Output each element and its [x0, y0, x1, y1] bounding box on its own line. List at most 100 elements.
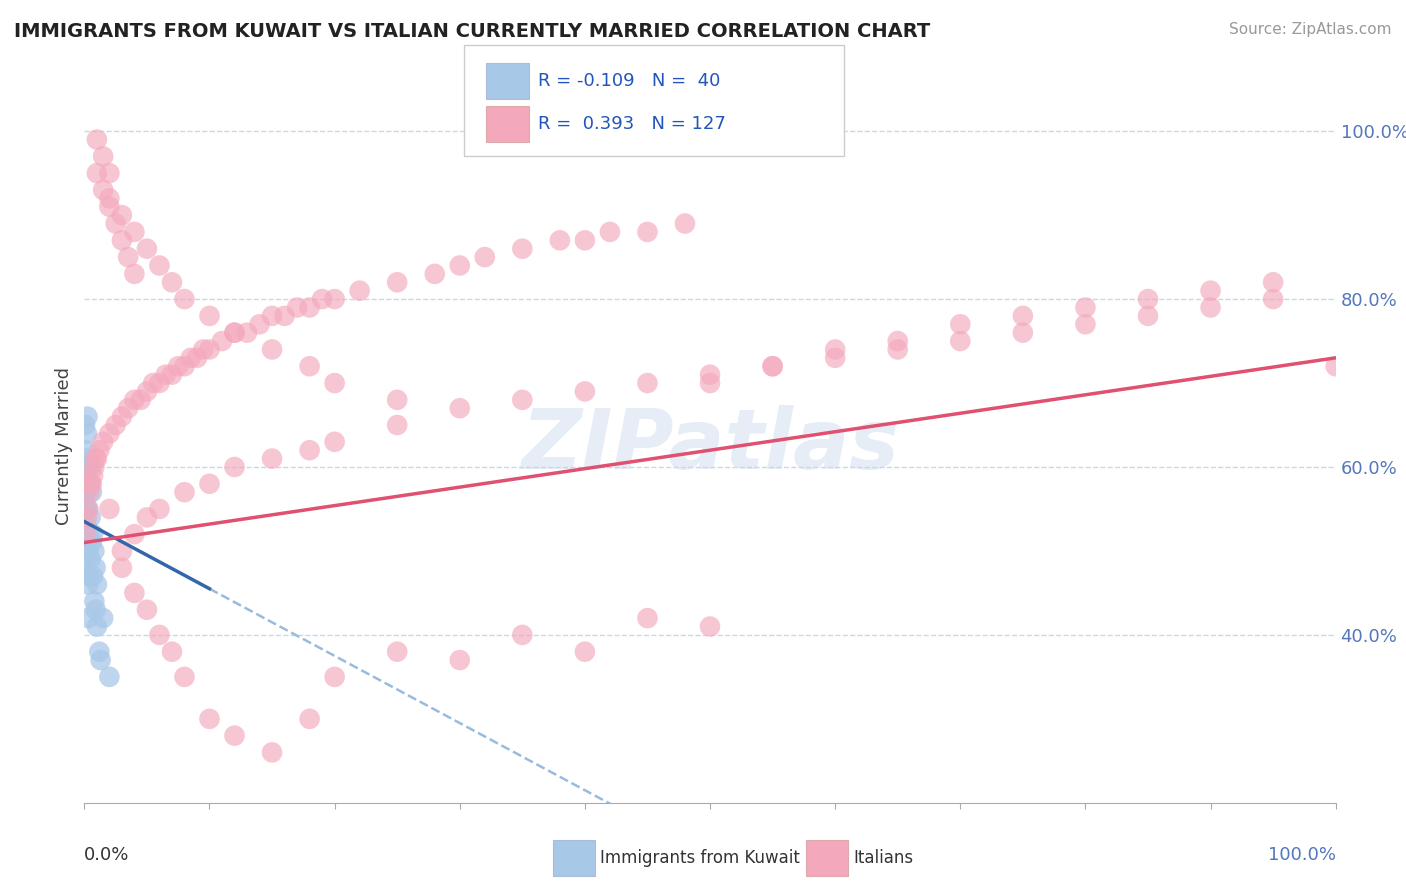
Point: [77, 544, 100, 558]
Point: [111, 233, 134, 247]
Point: [75, 527, 97, 541]
Point: [155, 368, 177, 382]
Point: [76, 510, 98, 524]
Point: [89, 443, 111, 458]
Point: [73, 460, 96, 475]
Point: [699, 376, 721, 390]
Point: [86, 451, 108, 466]
Text: IMMIGRANTS FROM KUWAIT VS ITALIAN CURRENTLY MARRIED CORRELATION CHART: IMMIGRANTS FROM KUWAIT VS ITALIAN CURREN…: [14, 22, 931, 41]
Point: [73, 417, 96, 432]
Point: [79, 485, 101, 500]
Point: [83, 594, 105, 608]
Point: [1012, 309, 1035, 323]
Point: [285, 301, 308, 315]
Point: [111, 544, 134, 558]
Point: [262, 746, 284, 760]
Y-axis label: Currently Married: Currently Married: [55, 367, 73, 525]
Point: [86, 132, 108, 146]
Point: [298, 443, 321, 458]
Point: [1074, 301, 1097, 315]
Point: [82, 569, 104, 583]
Text: R = -0.109   N =  40: R = -0.109 N = 40: [538, 72, 721, 90]
Point: [124, 586, 146, 600]
Point: [249, 318, 271, 332]
Point: [86, 166, 108, 180]
Point: [173, 670, 195, 684]
Point: [80, 476, 103, 491]
Point: [80, 485, 103, 500]
Point: [637, 225, 659, 239]
Point: [111, 208, 134, 222]
Point: [1324, 359, 1347, 374]
Point: [111, 409, 134, 424]
Point: [262, 343, 284, 357]
Point: [423, 267, 446, 281]
Point: [1137, 309, 1160, 323]
Point: [224, 326, 246, 340]
Point: [124, 527, 146, 541]
Point: [79, 510, 101, 524]
Point: [76, 409, 98, 424]
Point: [129, 392, 152, 407]
Point: [136, 384, 159, 399]
Point: [512, 628, 534, 642]
Point: [91, 183, 114, 197]
Point: [75, 460, 97, 475]
Point: [637, 376, 659, 390]
Point: [224, 326, 246, 340]
Point: [262, 451, 284, 466]
Point: [90, 653, 112, 667]
Point: [449, 259, 471, 273]
Point: [298, 301, 321, 315]
Point: [124, 392, 146, 407]
Point: [949, 334, 972, 348]
Point: [91, 149, 114, 163]
Point: [73, 493, 96, 508]
Point: [77, 577, 100, 591]
Point: [1263, 275, 1285, 289]
Point: [1263, 292, 1285, 306]
Point: [98, 502, 121, 516]
Point: [198, 476, 221, 491]
Point: [91, 611, 114, 625]
Point: [83, 460, 105, 475]
Point: [824, 343, 846, 357]
Point: [762, 359, 785, 374]
Point: [79, 569, 101, 583]
Point: [193, 343, 215, 357]
Point: [548, 233, 571, 247]
Point: [160, 275, 183, 289]
Point: [273, 309, 295, 323]
Point: [385, 417, 409, 432]
Point: [148, 628, 170, 642]
Point: [136, 510, 159, 524]
Point: [76, 476, 98, 491]
Point: [79, 552, 101, 566]
Point: [82, 527, 104, 541]
Point: [1074, 318, 1097, 332]
Point: [148, 376, 170, 390]
Point: [699, 619, 721, 633]
Point: [84, 451, 107, 466]
Point: [167, 359, 190, 374]
Point: [673, 217, 696, 231]
Point: [136, 603, 159, 617]
Point: [637, 611, 659, 625]
Point: [111, 560, 134, 574]
Point: [86, 619, 108, 633]
Point: [385, 645, 409, 659]
Point: [512, 392, 534, 407]
Point: [349, 284, 371, 298]
Point: [73, 535, 96, 549]
Text: Source: ZipAtlas.com: Source: ZipAtlas.com: [1229, 22, 1392, 37]
Point: [77, 502, 100, 516]
Point: [75, 544, 97, 558]
Point: [198, 309, 221, 323]
Point: [323, 292, 346, 306]
Point: [98, 200, 121, 214]
Point: [77, 502, 100, 516]
Point: [76, 518, 98, 533]
Point: [173, 359, 195, 374]
Point: [474, 250, 496, 264]
Point: [323, 670, 346, 684]
